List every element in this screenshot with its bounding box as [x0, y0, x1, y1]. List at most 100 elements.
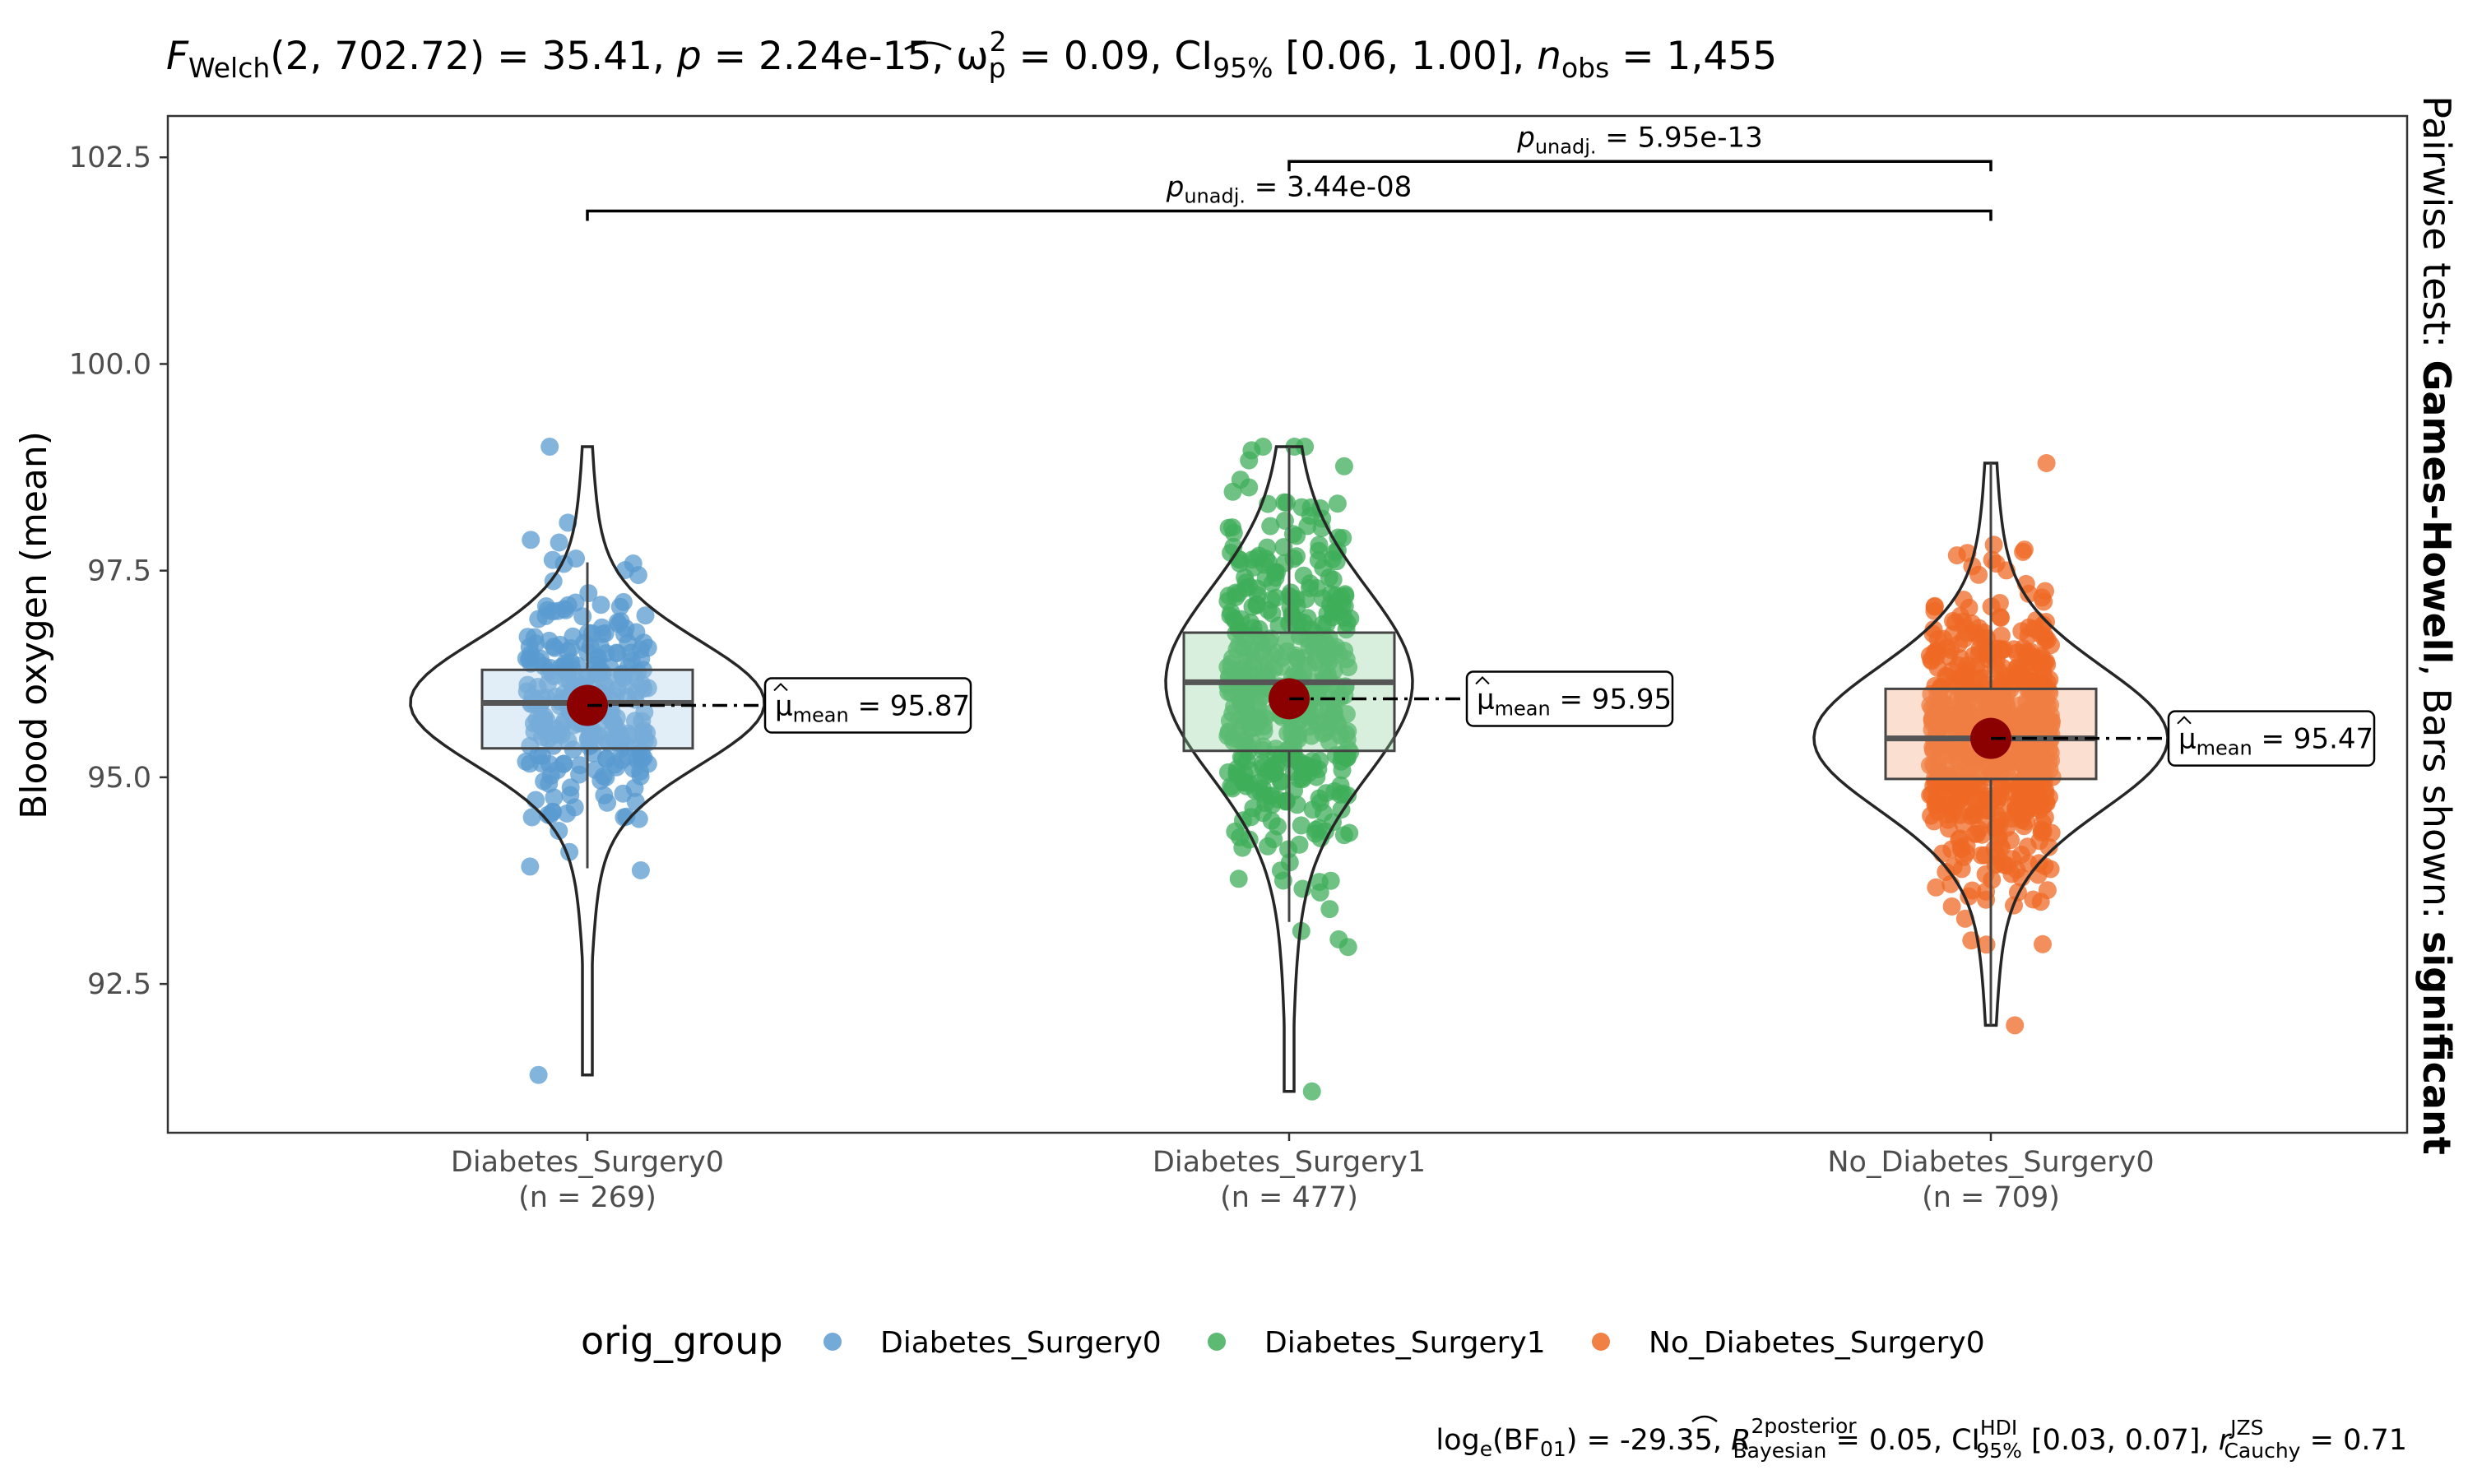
data-point [527, 791, 545, 809]
data-point [1920, 756, 1939, 775]
data-point [1278, 494, 1296, 512]
data-point [545, 788, 564, 807]
data-point [2016, 812, 2035, 831]
data-point [520, 638, 539, 656]
y-tick-label: 92.5 [87, 968, 151, 1001]
data-point [1249, 698, 1268, 717]
data-point [2034, 934, 2052, 953]
y-axis-title: Blood oxygen (mean) [13, 431, 55, 819]
data-point [1262, 811, 1281, 830]
data-point [1337, 620, 1356, 639]
data-point [1309, 541, 1328, 560]
data-point [1235, 714, 1254, 733]
data-point [2012, 846, 2030, 864]
data-point [1939, 810, 1957, 829]
data-point [539, 805, 558, 824]
data-point [1287, 650, 1306, 669]
data-point [1220, 712, 1239, 730]
data-point [1928, 642, 1947, 661]
data-point [2039, 788, 2058, 807]
data-point [1949, 656, 1968, 675]
data-point [1240, 761, 1259, 779]
data-point [1324, 640, 1343, 659]
mean-label-text: μmean = 95.47 [2178, 723, 2373, 760]
data-point [1997, 697, 2016, 716]
data-point [2035, 626, 2054, 645]
data-point [1922, 806, 1941, 825]
data-point [608, 613, 627, 632]
data-point [1944, 611, 1962, 630]
data-point [1998, 856, 2017, 875]
data-point [1264, 659, 1283, 678]
data-point [544, 572, 563, 591]
legend-key-no-diabetes-surgery0 [1592, 1333, 1610, 1351]
data-point [614, 784, 633, 803]
data-point [2011, 772, 2030, 791]
data-point [2038, 881, 2057, 900]
data-point [1241, 683, 1260, 702]
data-point [543, 550, 562, 569]
data-point [1329, 930, 1348, 948]
data-point [1273, 871, 1292, 890]
data-point [1324, 692, 1343, 711]
data-point [2034, 592, 2053, 611]
data-point [545, 667, 563, 685]
data-point [1331, 785, 1350, 804]
data-point [591, 596, 610, 614]
data-point [533, 746, 551, 765]
data-point [521, 857, 540, 876]
data-point [558, 805, 577, 823]
data-point [1269, 616, 1288, 635]
data-point [1925, 596, 1944, 615]
box-Diabetes_Surgery1 [1182, 631, 1396, 753]
data-point [1341, 743, 1360, 762]
data-point [1942, 897, 1961, 916]
data-point [636, 606, 655, 625]
data-point [1252, 632, 1271, 651]
data-point [550, 533, 568, 552]
x-tick-n-label: (n = 269) [518, 1181, 656, 1214]
data-point [2014, 542, 2033, 561]
data-point [631, 861, 650, 879]
data-point [554, 754, 573, 773]
data-point [1327, 593, 1345, 612]
data-point [1223, 482, 1242, 501]
data-point [2034, 716, 2053, 735]
x-tick-n-label: (n = 477) [1220, 1181, 1358, 1214]
data-point [1258, 538, 1277, 557]
data-point [1318, 614, 1336, 633]
legend-label-diabetes-surgery1: Diabetes_Surgery1 [1264, 1326, 1546, 1360]
data-point [1254, 438, 1273, 456]
data-point [1935, 796, 1954, 815]
data-point [1944, 857, 1963, 876]
data-point [536, 606, 555, 625]
data-point [1287, 590, 1306, 609]
y-tick-label: 102.5 [69, 141, 151, 174]
mean-label-box [763, 677, 972, 734]
data-point [1283, 605, 1301, 624]
data-point [1951, 790, 1970, 809]
legend: orig_group Diabetes_Surgery0 Diabetes_Su… [581, 1319, 1985, 1363]
data-point [1983, 550, 2002, 569]
data-point [2006, 1016, 2025, 1035]
legend-key-diabetes-surgery1 [1208, 1333, 1226, 1351]
data-point [627, 623, 646, 642]
mu-hat [1475, 676, 1490, 685]
data-point [1236, 731, 1255, 750]
data-point [550, 822, 568, 840]
data-point [1302, 1082, 1321, 1101]
data-point [561, 778, 580, 797]
data-point [1319, 719, 1338, 738]
pairwise-bracket [1287, 160, 1992, 172]
mu-hat [773, 683, 788, 692]
data-point [1992, 683, 2011, 702]
data-point [522, 531, 540, 550]
data-point [559, 513, 578, 532]
data-point [2004, 746, 2023, 765]
mean-label-box [2167, 710, 2376, 767]
data-point [1266, 568, 1285, 587]
data-point [1244, 656, 1262, 675]
x-tick-label: No_Diabetes_Surgery0 [1827, 1146, 2154, 1179]
